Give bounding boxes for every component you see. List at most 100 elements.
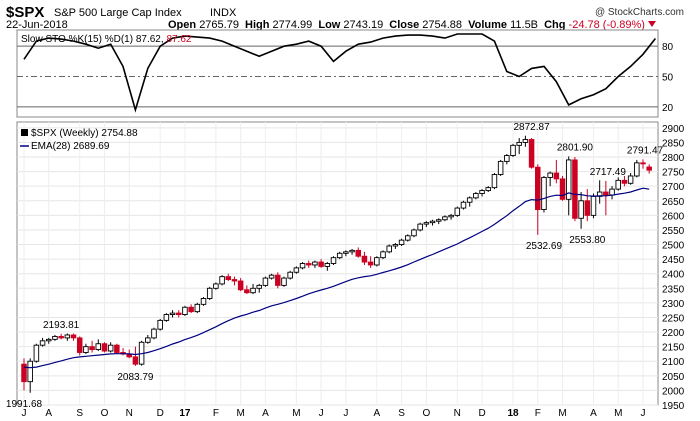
candle-53 bbox=[349, 248, 355, 255]
candle-body-55 bbox=[361, 255, 368, 263]
candle-body-62 bbox=[405, 235, 411, 241]
candle-26 bbox=[182, 305, 188, 317]
price-tick-2850: 2850 bbox=[662, 138, 685, 149]
candle-23 bbox=[163, 313, 170, 322]
x-tick-9: A bbox=[262, 408, 269, 419]
candle-body-74 bbox=[479, 190, 485, 194]
candle-13 bbox=[101, 342, 108, 353]
candle-body-72 bbox=[466, 197, 473, 203]
candle-14 bbox=[107, 342, 114, 353]
candle-body-90 bbox=[578, 200, 584, 219]
candle-24 bbox=[169, 310, 176, 318]
candle-84 bbox=[541, 175, 547, 213]
candle-body-15 bbox=[114, 344, 120, 353]
candle-body-52 bbox=[343, 251, 349, 254]
price-tick-2000: 2000 bbox=[662, 386, 685, 397]
candle-52 bbox=[343, 250, 349, 257]
price-tick-2300: 2300 bbox=[662, 299, 685, 310]
candle-body-65 bbox=[423, 222, 430, 225]
candle-body-18 bbox=[132, 356, 139, 365]
candle-44 bbox=[293, 266, 300, 274]
candle-body-94 bbox=[603, 191, 609, 196]
candle-89 bbox=[572, 157, 578, 222]
candle-75 bbox=[485, 186, 492, 193]
candle-body-48 bbox=[318, 261, 324, 267]
candle-11 bbox=[89, 340, 95, 353]
x-tick-7: F bbox=[213, 408, 219, 419]
candle-body-96 bbox=[615, 179, 621, 190]
price-tick-2250: 2250 bbox=[662, 313, 685, 324]
x-tick-22: M bbox=[614, 408, 622, 419]
candle-51 bbox=[336, 251, 343, 260]
candle-96 bbox=[615, 177, 621, 191]
candle-body-63 bbox=[411, 229, 417, 237]
annotation-5: 2801.90 bbox=[557, 142, 594, 153]
candle-body-91 bbox=[584, 200, 591, 216]
price-gridlines bbox=[17, 122, 658, 406]
x-tick-13: A bbox=[373, 408, 380, 419]
candle-63 bbox=[411, 228, 417, 238]
price-tick-2050: 2050 bbox=[662, 372, 685, 383]
volume-value: 11.5B bbox=[510, 19, 538, 31]
x-tick-19: F bbox=[535, 408, 541, 419]
price-tick-2700: 2700 bbox=[662, 182, 685, 193]
candle-92 bbox=[590, 193, 597, 219]
candle-70 bbox=[454, 206, 461, 217]
annotation-6: 2553.80 bbox=[569, 235, 606, 246]
sto-legend-d: 87.62 bbox=[166, 34, 191, 45]
sto-tick-80: 80 bbox=[662, 42, 674, 53]
candle-78 bbox=[504, 154, 510, 165]
candle-body-43 bbox=[287, 271, 293, 279]
annotation-8: 2791.47 bbox=[627, 145, 664, 156]
x-tick-3: O bbox=[101, 408, 109, 419]
high-label: High bbox=[245, 19, 270, 31]
candle-body-101 bbox=[646, 166, 652, 171]
candle-54 bbox=[355, 247, 362, 258]
candle-body-84 bbox=[541, 176, 547, 210]
x-tick-10: M bbox=[292, 408, 300, 419]
candle-body-71 bbox=[460, 201, 467, 209]
candle-91 bbox=[584, 189, 591, 222]
candle-body-51 bbox=[336, 252, 343, 259]
candle-21 bbox=[151, 327, 157, 340]
x-tick-16: N bbox=[454, 408, 461, 419]
exchange-label: INDX bbox=[210, 7, 237, 19]
candle-31 bbox=[213, 282, 219, 290]
candle-body-77 bbox=[497, 160, 504, 175]
sto-legend: Slow STO %K(15) %D(1) 87.62, 87.62 bbox=[21, 34, 192, 45]
candle-7 bbox=[64, 333, 71, 341]
candle-body-79 bbox=[510, 144, 516, 157]
candle-74 bbox=[479, 189, 485, 197]
candle-20 bbox=[145, 334, 151, 344]
candle-76 bbox=[491, 173, 498, 190]
x-tick-23: J bbox=[641, 408, 646, 419]
candle-body-54 bbox=[355, 249, 362, 257]
ema-line bbox=[23, 187, 650, 369]
candle-body-10 bbox=[83, 346, 89, 353]
x-tick-17: D bbox=[478, 408, 485, 419]
candle-body-70 bbox=[454, 207, 461, 216]
candle-body-28 bbox=[194, 303, 201, 313]
x-tick-0: J bbox=[22, 408, 27, 419]
candle-97 bbox=[621, 175, 628, 187]
candle-71 bbox=[460, 200, 467, 210]
candle-body-88 bbox=[565, 159, 572, 200]
sto-reference-lines bbox=[17, 45, 658, 108]
candle-98 bbox=[627, 173, 634, 185]
candle-body-82 bbox=[528, 139, 535, 168]
annotation-3: 2872.87 bbox=[514, 122, 551, 133]
x-tick-15: O bbox=[422, 408, 430, 419]
sto-tick-labels: 20 50 80 bbox=[662, 42, 674, 114]
candle-body-25 bbox=[175, 312, 182, 316]
candle-body-40 bbox=[268, 274, 275, 279]
candle-4 bbox=[46, 337, 52, 344]
low-label: Low bbox=[318, 19, 340, 31]
watermark: @ StockCharts.com bbox=[595, 7, 684, 18]
candle-59 bbox=[386, 244, 392, 254]
volume-label: Volume bbox=[468, 19, 507, 31]
candle-25 bbox=[175, 310, 182, 318]
candle-93 bbox=[596, 180, 603, 204]
candle-99 bbox=[634, 159, 640, 178]
price-tick-2900: 2900 bbox=[662, 124, 685, 135]
